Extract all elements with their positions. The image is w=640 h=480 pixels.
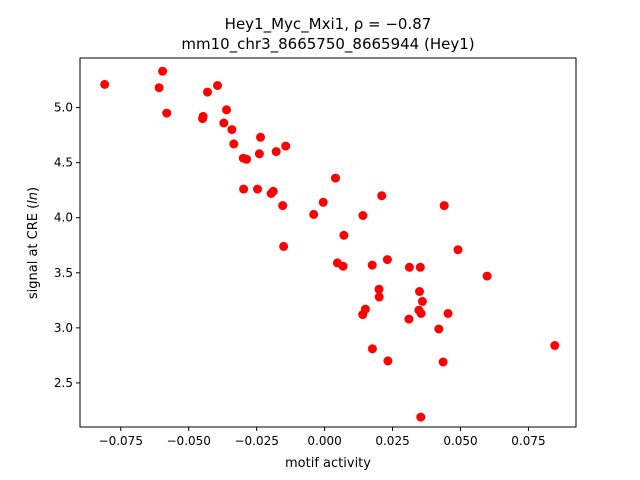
x-tick-label: −0.025 [234,434,278,448]
y-tick-label: 3.0 [54,321,73,335]
data-point [227,125,237,135]
data-point [377,191,387,201]
data-point [331,173,340,183]
x-tick-label: 0.075 [511,434,545,448]
data-point [358,211,368,220]
x-tick-label: 0.000 [307,434,341,448]
data-point [434,324,444,334]
y-axis-label-ln: ln [26,192,41,204]
x-axis-label: motif activity [285,456,371,471]
data-point [271,147,281,157]
data-point [213,81,222,90]
data-point [266,189,276,198]
data-point [158,66,168,76]
data-point [279,241,289,251]
y-tick-label: 4.5 [54,156,73,170]
data-point [154,83,164,93]
data-point [404,314,414,324]
data-point [281,141,291,151]
data-point [443,309,453,318]
data-point [253,184,262,194]
data-point [417,296,427,306]
data-point [374,284,384,294]
data-point [416,309,426,318]
data-point [338,261,348,271]
x-tick-label: −0.075 [99,434,143,448]
x-axis-ticks: −0.075 −0.050 −0.025 0.000 0.025 0.050 0.075 [99,427,546,448]
x-tick-label: 0.050 [443,434,477,448]
x-tick-label: 0.025 [375,434,409,448]
data-point [222,105,231,115]
data-point [358,310,368,320]
data-point [404,262,414,272]
data-point [309,209,319,219]
data-point [229,139,239,149]
data-point [278,201,288,211]
y-tick-label: 2.5 [54,376,73,390]
data-point [256,132,265,142]
chart-title-line-1: Hey1_Myc_Mxi1, ρ = −0.87 [225,15,432,34]
data-point [254,149,264,159]
y-tick-label: 5.0 [54,101,73,115]
data-point [100,79,110,89]
data-point [383,356,393,366]
data-point [339,230,349,240]
y-axis-label: signal at CRE (ln) [26,187,41,299]
data-point [367,260,377,270]
data-point [367,344,377,354]
data-point [198,114,208,124]
chart-title-line-2: mm10_chr3_8665750_8665944 (Hey1) [181,35,474,54]
data-point [550,341,560,350]
plot-frame [79,57,577,428]
data-point [453,245,463,255]
data-point [438,357,448,367]
data-point [482,271,492,281]
y-tick-label: 4.0 [54,211,73,225]
data-point [242,154,252,164]
data-point [416,412,426,422]
data-points [100,66,560,422]
data-point [318,197,328,207]
y-tick-label: 3.5 [54,266,73,280]
data-point [374,292,384,302]
data-point [239,184,249,194]
data-point [382,255,392,265]
x-tick-label: −0.050 [167,434,211,448]
data-point [415,287,424,296]
data-point [415,262,425,272]
y-axis-ticks: 2.5 3.0 3.5 4.0 4.5 5.0 [54,101,80,390]
data-point [439,201,449,211]
data-point [219,118,229,128]
data-point [162,108,172,118]
data-point [203,87,212,97]
